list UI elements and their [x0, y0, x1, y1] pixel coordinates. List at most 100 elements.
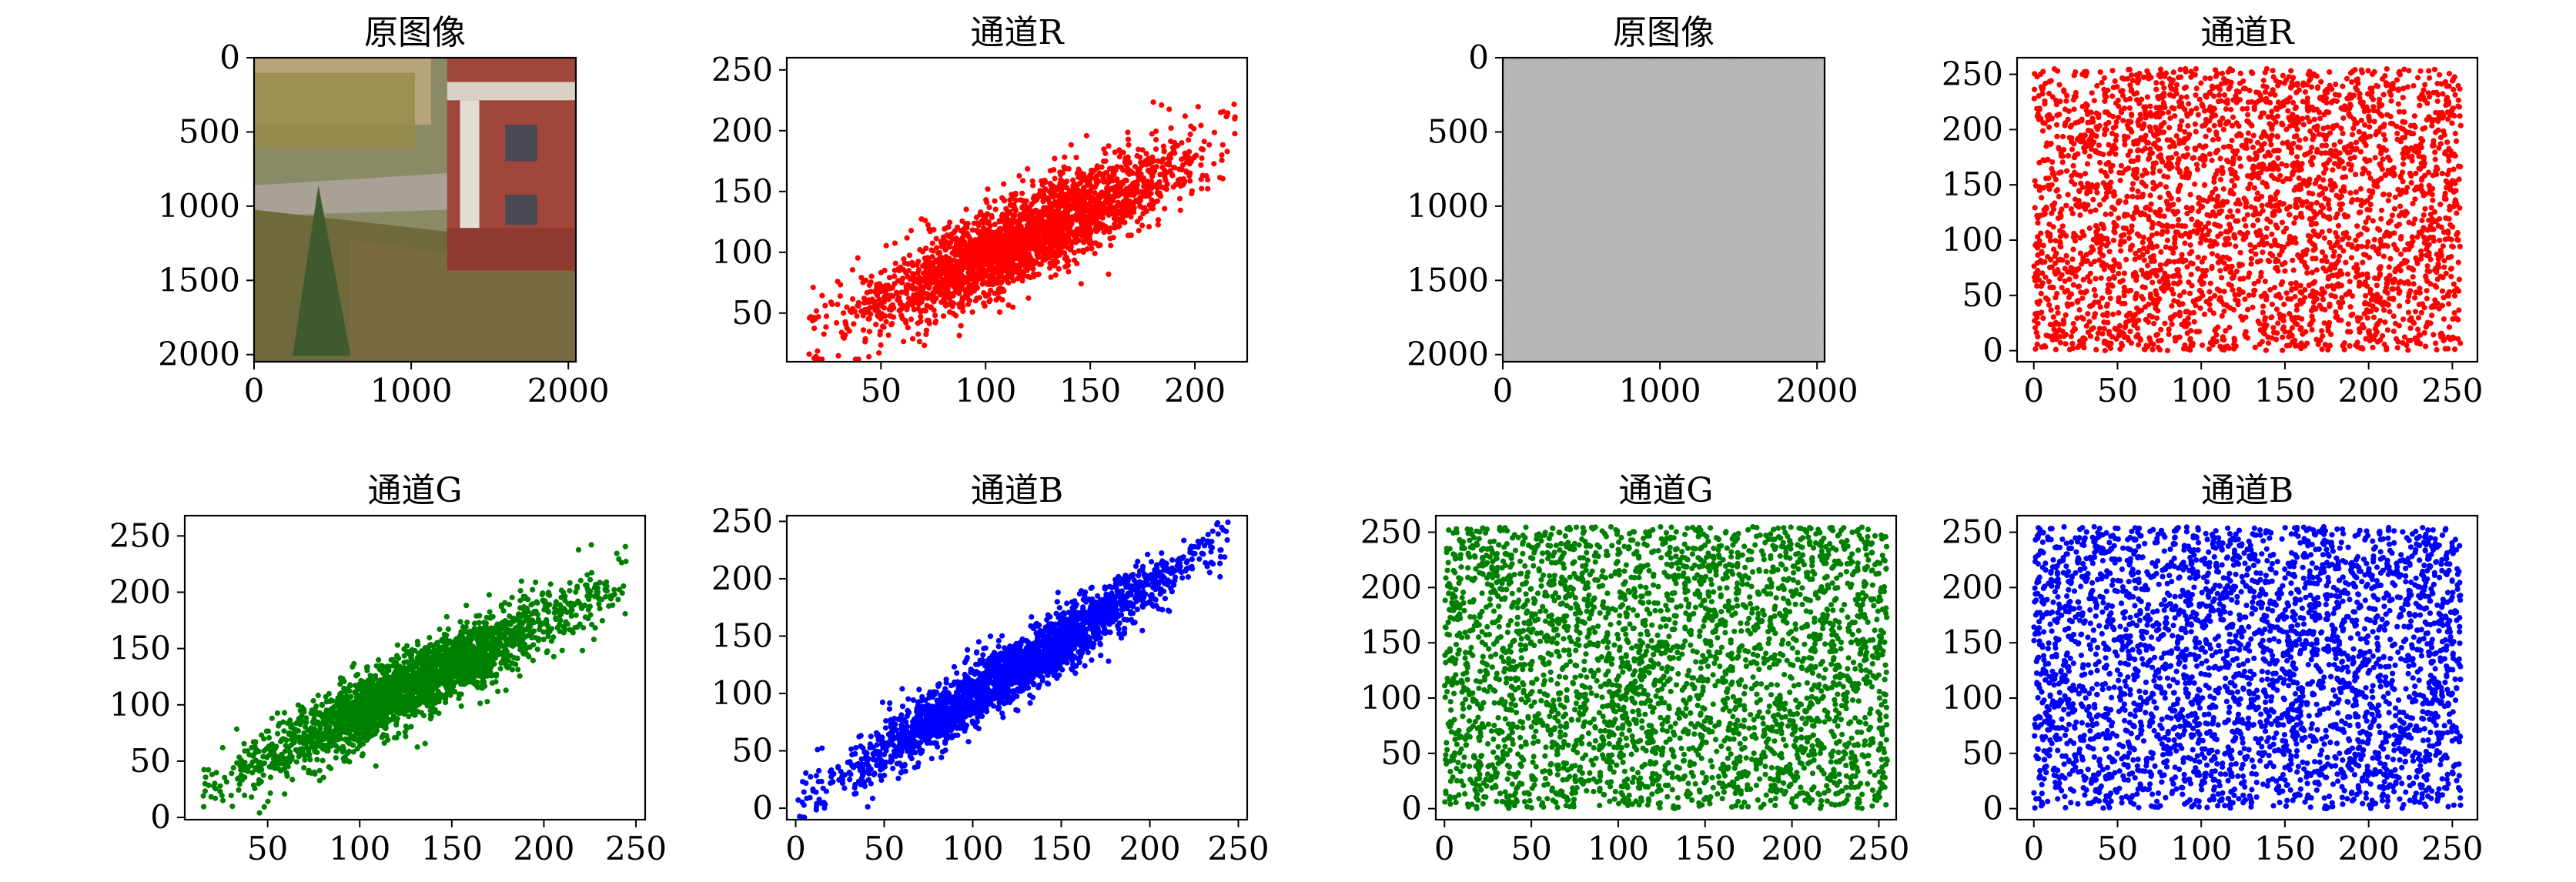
scatter-point [2373, 155, 2378, 160]
scatter-point [2358, 186, 2364, 192]
y-tick-label: 1500 [158, 261, 240, 299]
scatter-point [2083, 133, 2088, 139]
scatter-point [1075, 212, 1080, 218]
scatter-point [2188, 242, 2193, 248]
scatter-point [2349, 255, 2354, 260]
scatter-point [1181, 176, 1186, 182]
scatter-point [2176, 222, 2181, 228]
scatter-point [1196, 104, 1201, 109]
scatter-point [2344, 76, 2350, 82]
scatter-point [2267, 259, 2272, 264]
scatter-point [1113, 193, 1119, 199]
scatter-point [912, 276, 918, 282]
scatter-point [2255, 217, 2260, 222]
scatter-point [2334, 122, 2340, 128]
scatter-point [851, 321, 856, 326]
scatter-point [2341, 165, 2347, 171]
scatter-point [2337, 139, 2343, 145]
scatter-point [901, 339, 906, 344]
scatter-point [1052, 155, 1057, 161]
scatter-point [2223, 106, 2229, 112]
scatter-point [923, 246, 928, 251]
scatter-point [2211, 179, 2216, 185]
scatter-point [2107, 249, 2113, 254]
scatter-point [2323, 342, 2328, 348]
scatter-point [1101, 175, 1106, 181]
scatter-point [2102, 75, 2107, 81]
scatter-point [2449, 121, 2454, 126]
scatter-point [2421, 87, 2427, 92]
scatter-point [2448, 274, 2454, 279]
scatter-point [2233, 243, 2238, 249]
scatter-point [2184, 112, 2190, 117]
scatter-point [819, 293, 825, 299]
scatter-point [1170, 149, 1176, 155]
scatter-point [2069, 206, 2074, 212]
scatter-point [2201, 163, 2206, 169]
scatter-point [890, 302, 895, 308]
scatter-point [2066, 153, 2071, 159]
scatter-point [910, 283, 915, 289]
scatter-point [950, 304, 955, 309]
scatter-point [2330, 253, 2336, 259]
scatter-point [982, 303, 988, 309]
scatter-point [2427, 269, 2432, 274]
scatter-point [2454, 286, 2460, 292]
scatter-point [2146, 302, 2151, 307]
scatter-point [2374, 322, 2379, 328]
scatter-point [1097, 242, 1102, 248]
scatter-point [1013, 256, 1019, 261]
scatter-point [1188, 124, 1193, 129]
scatter-point [2243, 223, 2248, 229]
scatter-point [974, 296, 979, 301]
scatter-point [1059, 242, 1065, 248]
scatter-point [955, 247, 960, 252]
scatter-point [1199, 146, 1204, 152]
scatter-point [2123, 199, 2129, 205]
scatter-point [2275, 320, 2280, 326]
scatter-point [1106, 179, 1112, 185]
scatter-point [1010, 243, 1015, 249]
scatter-point [2451, 166, 2457, 172]
scatter-point [2398, 252, 2404, 257]
scatter-point [2427, 75, 2432, 81]
scatter-point [2280, 73, 2286, 79]
scatter-point [829, 302, 835, 307]
scatter-point [2239, 132, 2244, 138]
scatter-point [850, 267, 855, 272]
scatter-point [2433, 340, 2438, 346]
scatter-point [2345, 272, 2350, 277]
scatter-point [954, 279, 959, 284]
scatter-point [2269, 232, 2274, 237]
scatter-point [2032, 87, 2037, 92]
scatter-point [2328, 182, 2333, 188]
scatter-point [1189, 189, 1195, 194]
scatter-point [2385, 327, 2390, 332]
scatter-point [2074, 172, 2079, 177]
scatter-point [2309, 222, 2314, 227]
scatter-point [2217, 87, 2223, 92]
scatter-point [1041, 235, 1046, 240]
scatter-point [1034, 238, 1039, 243]
scatter-point [989, 241, 994, 246]
scatter-point [1116, 200, 1121, 205]
scatter-point [1205, 186, 1210, 192]
scatter-point [2280, 122, 2285, 127]
scatter-point [2119, 301, 2124, 306]
scatter-point [2234, 120, 2240, 125]
scatter-point [2166, 125, 2172, 130]
scatter-point [967, 276, 972, 281]
scatter-point [2200, 342, 2205, 348]
scatter-point [2378, 161, 2384, 166]
scatter-point [2272, 212, 2277, 217]
scatter-point [2220, 71, 2225, 76]
scatter-point [2294, 322, 2300, 327]
scatter-point [2183, 223, 2188, 229]
scatter-point [2056, 310, 2061, 316]
scatter-point [2078, 289, 2083, 295]
scatter-point [931, 292, 936, 297]
scatter-point [2295, 82, 2300, 88]
scatter-point [900, 316, 905, 321]
scatter-point [2139, 194, 2145, 199]
scatter-point [2421, 212, 2427, 218]
